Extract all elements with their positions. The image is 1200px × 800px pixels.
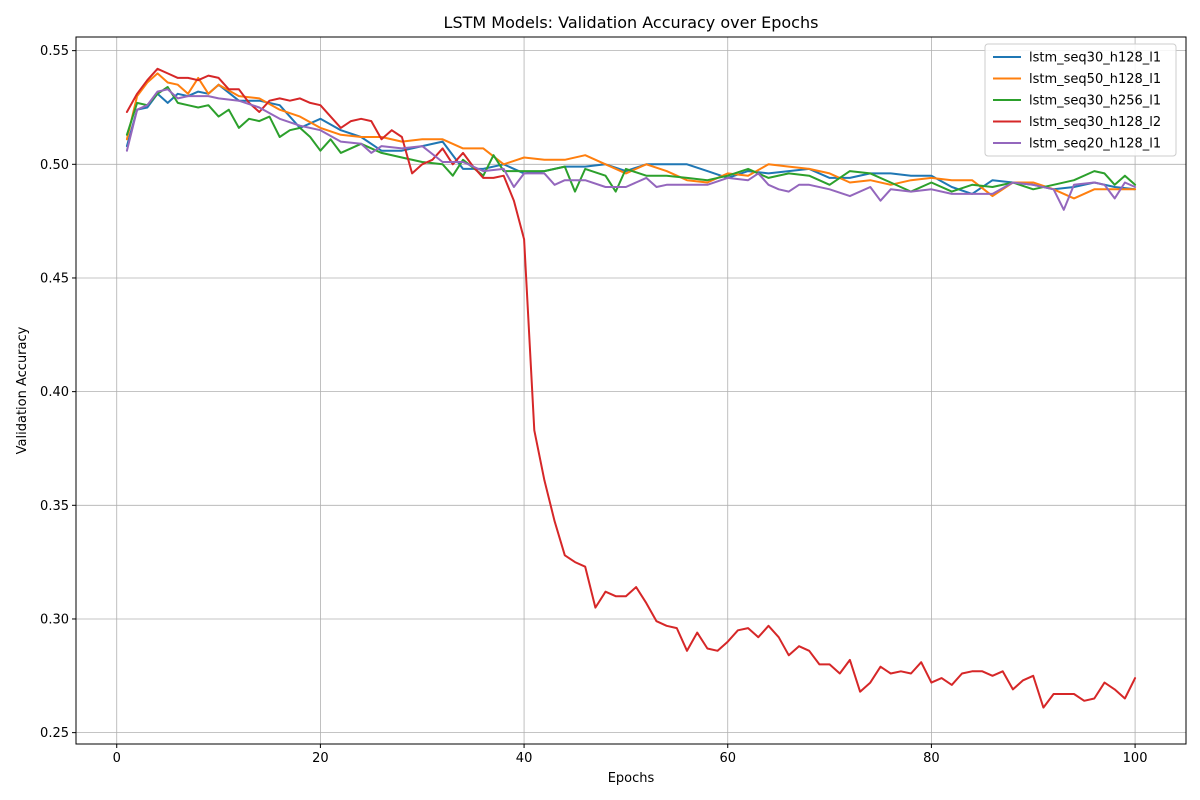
x-axis-title: Epochs [608, 771, 655, 786]
series-line-lstm_seq30_h128_l2 [125, 67, 1137, 709]
legend-label: lstm_seq30_h256_l1 [1029, 94, 1161, 109]
legend-box [984, 43, 1177, 157]
x-tick-label: 80 [923, 751, 940, 766]
legend: lstm_seq30_h128_l1 lstm_seq50_h128_l1lstm… [984, 43, 1177, 157]
y-tick-label: 0.55 [40, 44, 69, 59]
y-tick-label: 0.25 [40, 726, 69, 741]
y-tick-label: 0.40 [40, 385, 69, 400]
y-tick-label: 0.50 [40, 158, 69, 173]
y-tick-label: 0.35 [40, 499, 69, 514]
chart-title: LSTM Models: Validation Accuracy over Ep… [444, 13, 819, 32]
x-tick-label: 20 [312, 751, 329, 766]
series-line-lstm_seq50_h128_l1 [125, 72, 1137, 200]
y-axis-title: Validation Accuracy [15, 326, 30, 454]
legend-label: lstm_seq20_h128_l1 [1029, 137, 1161, 152]
x-tick-label: 100 [1123, 751, 1148, 766]
ticks: 0 20 40 60 80 100 0.25 0.30 0.35 0.40 0.45 0.50 0.55 [40, 44, 1147, 766]
y-tick-label: 0.30 [40, 612, 69, 627]
legend-label: lstm_seq30_h128_l2 [1029, 115, 1161, 130]
x-tick-label: 0 [113, 751, 121, 766]
grid [76, 37, 1186, 744]
series-line-lstm_seq30_h256_l1 [125, 86, 1137, 193]
plot-frame [75, 36, 1187, 745]
x-tick-label: 40 [516, 751, 533, 766]
legend-label: lstm_seq30_h128_l1 [1029, 51, 1161, 66]
series-line-lstm_seq20_h128_l1 [125, 88, 1137, 211]
y-tick-label: 0.45 [40, 271, 69, 286]
series-lines [125, 67, 1137, 709]
legend-label: lstm_seq50_h128_l1 [1029, 72, 1161, 87]
x-tick-label: 60 [719, 751, 736, 766]
